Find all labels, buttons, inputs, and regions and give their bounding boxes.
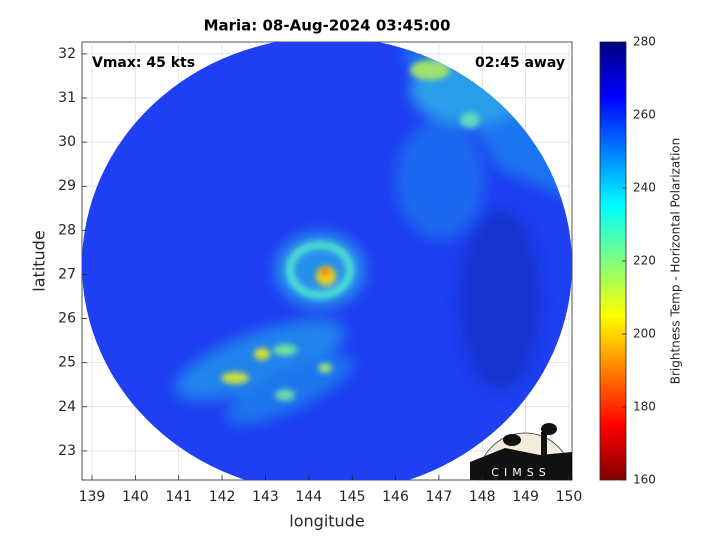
colorbar-tick-label: 160 [633, 473, 656, 487]
logo: CIMSS [470, 423, 573, 481]
y-tick-label: 30 [58, 134, 76, 150]
y-tick-label: 24 [58, 399, 76, 415]
x-tick-label: 147 [426, 489, 453, 505]
y-tick-label: 26 [58, 311, 76, 327]
colorbar-tick-label: 240 [633, 181, 656, 195]
colorbar-label: Brightness Temp - Horizontal Polarizatio… [669, 138, 683, 385]
colorbar-tick-label: 280 [633, 35, 656, 49]
y-tick-label: 32 [58, 46, 76, 62]
x-tick-label: 149 [512, 489, 539, 505]
y-tick-label: 23 [58, 443, 76, 459]
y-tick-label: 27 [58, 266, 76, 282]
x-tick-label: 143 [252, 489, 279, 505]
colorbar [599, 41, 627, 481]
annotation: 02:45 away [475, 55, 565, 71]
colorbar-tick-label: 200 [633, 327, 656, 341]
x-tick-label: 145 [339, 489, 366, 505]
y-tick-label: 28 [58, 222, 76, 238]
x-tick-label: 140 [122, 489, 149, 505]
x-tick-label: 141 [165, 489, 192, 505]
colorbar-tick-label: 180 [633, 400, 656, 414]
y-tick-label: 29 [58, 178, 76, 194]
x-axis-label: longitude [289, 512, 364, 531]
x-tick-label: 139 [79, 489, 106, 505]
x-tick-label: 144 [295, 489, 322, 505]
x-tick-label: 142 [209, 489, 236, 505]
y-tick-label: 25 [58, 355, 76, 371]
colorbar-tick-label: 220 [633, 254, 656, 268]
y-tick-label: 31 [58, 90, 76, 106]
annotation: Vmax: 45 kts [92, 55, 195, 71]
colorbar-tick-label: 260 [633, 108, 656, 122]
chart-title: Maria: 08-Aug-2024 03:45:00 [204, 17, 451, 35]
x-tick-label: 150 [556, 489, 583, 505]
y-axis-label: latitude [30, 230, 49, 291]
x-tick-label: 148 [469, 489, 496, 505]
logo-text: CIMSS [491, 466, 550, 479]
x-tick-label: 146 [382, 489, 409, 505]
